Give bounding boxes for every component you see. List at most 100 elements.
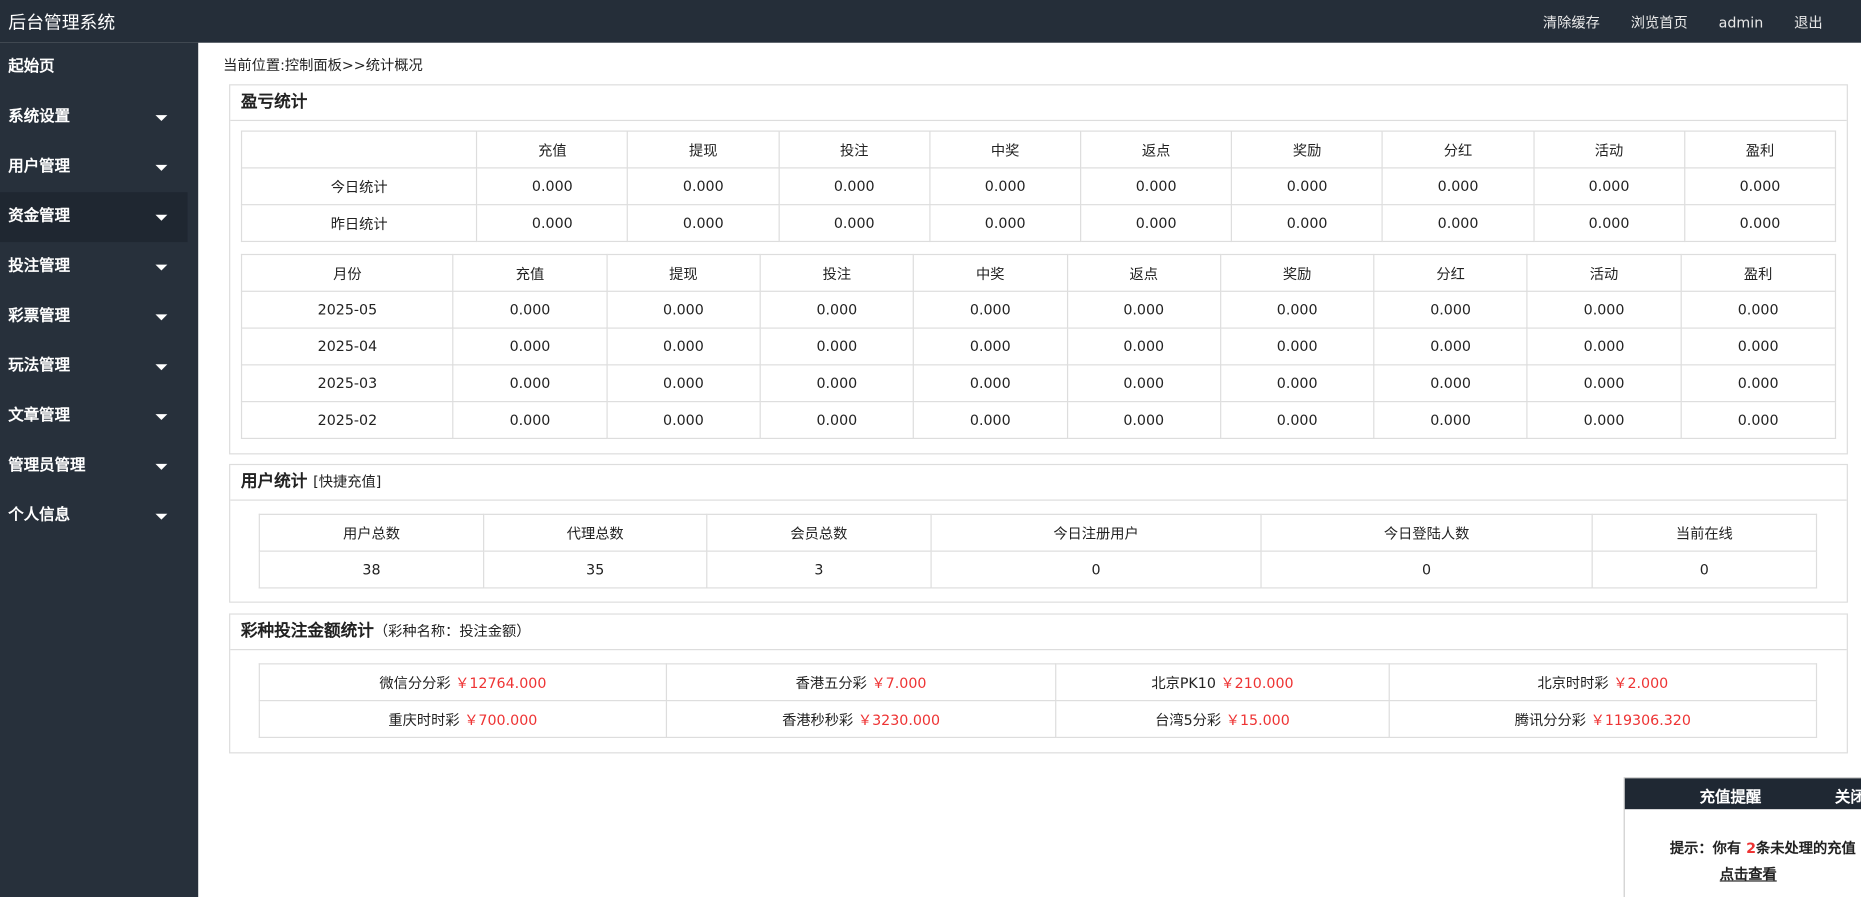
lottery-amount: ￥7.000 xyxy=(871,674,927,692)
title: 用户统计 xyxy=(240,472,308,492)
cell: 0.000 xyxy=(1526,364,1682,403)
header-action[interactable]: 退出 xyxy=(1794,14,1823,31)
header-action[interactable]: 浏览首页 xyxy=(1630,14,1688,31)
cell: 2025-04 xyxy=(240,327,454,366)
cell: 0.000 xyxy=(1373,364,1528,403)
cell: 0 xyxy=(1591,550,1818,589)
cell: 0.000 xyxy=(476,167,629,206)
menu-item[interactable]: 起始页 xyxy=(0,43,188,93)
cell: 3 xyxy=(706,550,932,589)
lottery-name: 香港秒秒彩 xyxy=(782,711,854,728)
app-title: 后台管理系统 xyxy=(8,11,116,34)
menu-item[interactable]: 彩票管理 xyxy=(0,292,188,342)
header-cell: 代理总数 xyxy=(483,513,708,552)
cell: 香港秒秒彩 ￥3230.000 xyxy=(665,700,1057,739)
cell: 重庆时时彩 ￥700.000 xyxy=(258,700,668,739)
menu-item[interactable]: 投注管理 xyxy=(0,242,188,292)
cell: 0.000 xyxy=(1219,364,1375,403)
cell: 35 xyxy=(483,550,708,589)
lottery-name: 台湾5分彩 xyxy=(1155,711,1222,728)
cell: 0.000 xyxy=(606,364,761,403)
menu-arrow xyxy=(155,164,168,177)
header-cell: 今日登陆人数 xyxy=(1260,513,1593,552)
text: 条未处理的充值 xyxy=(1756,840,1856,857)
daily-table: 充值 提现 投注 中奖 返点 奖励 分红 活动 盈利 今日统计 0.000 0.000 0.000 0.0… xyxy=(240,130,1837,243)
cell: 0.000 xyxy=(912,327,1068,366)
cell: 0.000 xyxy=(452,327,608,366)
cell: 0.000 xyxy=(1080,167,1233,206)
cell: 0.000 xyxy=(606,327,761,366)
cell: 今日统计 xyxy=(240,167,478,206)
row: 2025-03 0.000 0.000 0.000 0.000 0.000 0.000 0.0… xyxy=(240,364,1837,403)
cell: 0.000 xyxy=(1231,167,1384,206)
header-cell: 返点 xyxy=(1080,130,1233,169)
panel-title: 盈亏统计 xyxy=(230,85,1847,122)
row: 2025-04 0.000 0.000 0.000 0.000 0.000 0.000 0.0… xyxy=(240,327,1837,366)
cell: 0.000 xyxy=(1066,401,1222,440)
menu-item[interactable]: 个人信息 xyxy=(0,491,188,541)
quick-recharge[interactable]: [快捷充值] xyxy=(313,473,382,491)
popup-close[interactable]: 关闭 xyxy=(1834,789,1861,807)
header-cell: 奖励 xyxy=(1219,253,1375,292)
cell: 0.000 xyxy=(1680,401,1837,440)
popup-message: 提示：你有 2条未处理的充值 xyxy=(1670,838,1856,858)
user-panel: 用户统计 [快捷充值] 用户总数 代理总数 会员总数 今日注册用户 今日登陆人数 当前在线… xyxy=(229,463,1848,603)
menu-item[interactable]: 玩法管理 xyxy=(0,342,188,392)
cell: 0.000 xyxy=(1683,204,1837,243)
menu-label: 资金管理 xyxy=(8,207,71,226)
header-action[interactable]: admin xyxy=(1718,14,1764,31)
profit-panel: 盈亏统计 充值 提现 投注 中奖 返点 奖励 分红 活动 盈利 今日统计 0.000 0.000 0.0… xyxy=(229,84,1848,455)
menu-arrow xyxy=(155,115,168,127)
header-actions: 清除缓存 浏览首页 admin 退出 xyxy=(1543,12,1854,32)
lottery-amount: ￥210.000 xyxy=(1220,674,1294,692)
menu-label: 彩票管理 xyxy=(8,307,71,326)
cell: 0.000 xyxy=(452,364,608,403)
cell: 0.000 xyxy=(1219,290,1375,329)
cell: 0.000 xyxy=(1680,290,1837,329)
menu-item[interactable]: 系统设置 xyxy=(0,93,188,143)
row: 38 35 3 0 0 0 xyxy=(258,550,1818,589)
user-table: 用户总数 代理总数 会员总数 今日注册用户 今日登陆人数 当前在线 38 35 3 0 0 0 xyxy=(258,513,1818,589)
row: 昨日统计 0.000 0.000 0.000 0.000 0.000 0.000 0.000 0… xyxy=(240,204,1837,243)
cell: 0.000 xyxy=(1219,401,1375,440)
header-cell: 返点 xyxy=(1066,253,1222,292)
menu-item[interactable]: 用户管理 xyxy=(0,142,188,192)
header-cell: 充值 xyxy=(476,130,629,169)
cell: 台湾5分彩 ￥15.000 xyxy=(1055,700,1390,739)
cell: 0.000 xyxy=(606,290,761,329)
cell: 0.000 xyxy=(1373,327,1528,366)
menu-item[interactable]: 资金管理 xyxy=(0,192,188,243)
header-cell: 盈利 xyxy=(1683,130,1837,169)
header-row: 充值 提现 投注 中奖 返点 奖励 分红 活动 盈利 xyxy=(240,130,1837,169)
cell: 0.000 xyxy=(778,204,931,243)
cell: 昨日统计 xyxy=(240,204,478,243)
popup-link[interactable]: 点击查看 xyxy=(1719,866,1777,883)
row: 2025-05 0.000 0.000 0.000 0.000 0.000 0.000 0.0… xyxy=(240,290,1837,329)
cell: 0.000 xyxy=(912,364,1068,403)
cell: 0.000 xyxy=(1231,204,1384,243)
header-action[interactable]: 清除缓存 xyxy=(1542,14,1600,31)
subtitle: （彩种名称：投注金额） xyxy=(373,622,531,640)
cell: 2025-05 xyxy=(240,290,454,329)
cell: 0.000 xyxy=(1680,327,1837,366)
lottery-name: 香港五分彩 xyxy=(795,674,867,692)
cell: 0.000 xyxy=(1373,401,1528,440)
header-cell: 充值 xyxy=(452,253,608,292)
cell: 北京PK10 ￥210.000 xyxy=(1055,663,1390,702)
header-cell: 活动 xyxy=(1532,130,1686,169)
menu-label: 起始页 xyxy=(8,58,55,76)
cell: 0.000 xyxy=(1526,290,1682,329)
cell: 0.000 xyxy=(1680,364,1837,403)
menu-label: 用户管理 xyxy=(8,157,71,176)
menu-item[interactable]: 文章管理 xyxy=(0,392,188,442)
menu-arrow xyxy=(155,364,168,376)
menu-label: 系统设置 xyxy=(8,107,71,126)
panel-title: 彩种投注金额统计（彩种名称：投注金额） xyxy=(230,615,1847,651)
count: 2 xyxy=(1746,840,1757,857)
menu-item[interactable]: 管理员管理 xyxy=(0,441,188,491)
header-cell: 奖励 xyxy=(1231,130,1384,169)
cell: 0.000 xyxy=(912,290,1068,329)
text: 提示：你有 xyxy=(1669,840,1742,857)
header-cell: 用户总数 xyxy=(258,513,485,552)
cell: 0.000 xyxy=(1219,327,1375,366)
